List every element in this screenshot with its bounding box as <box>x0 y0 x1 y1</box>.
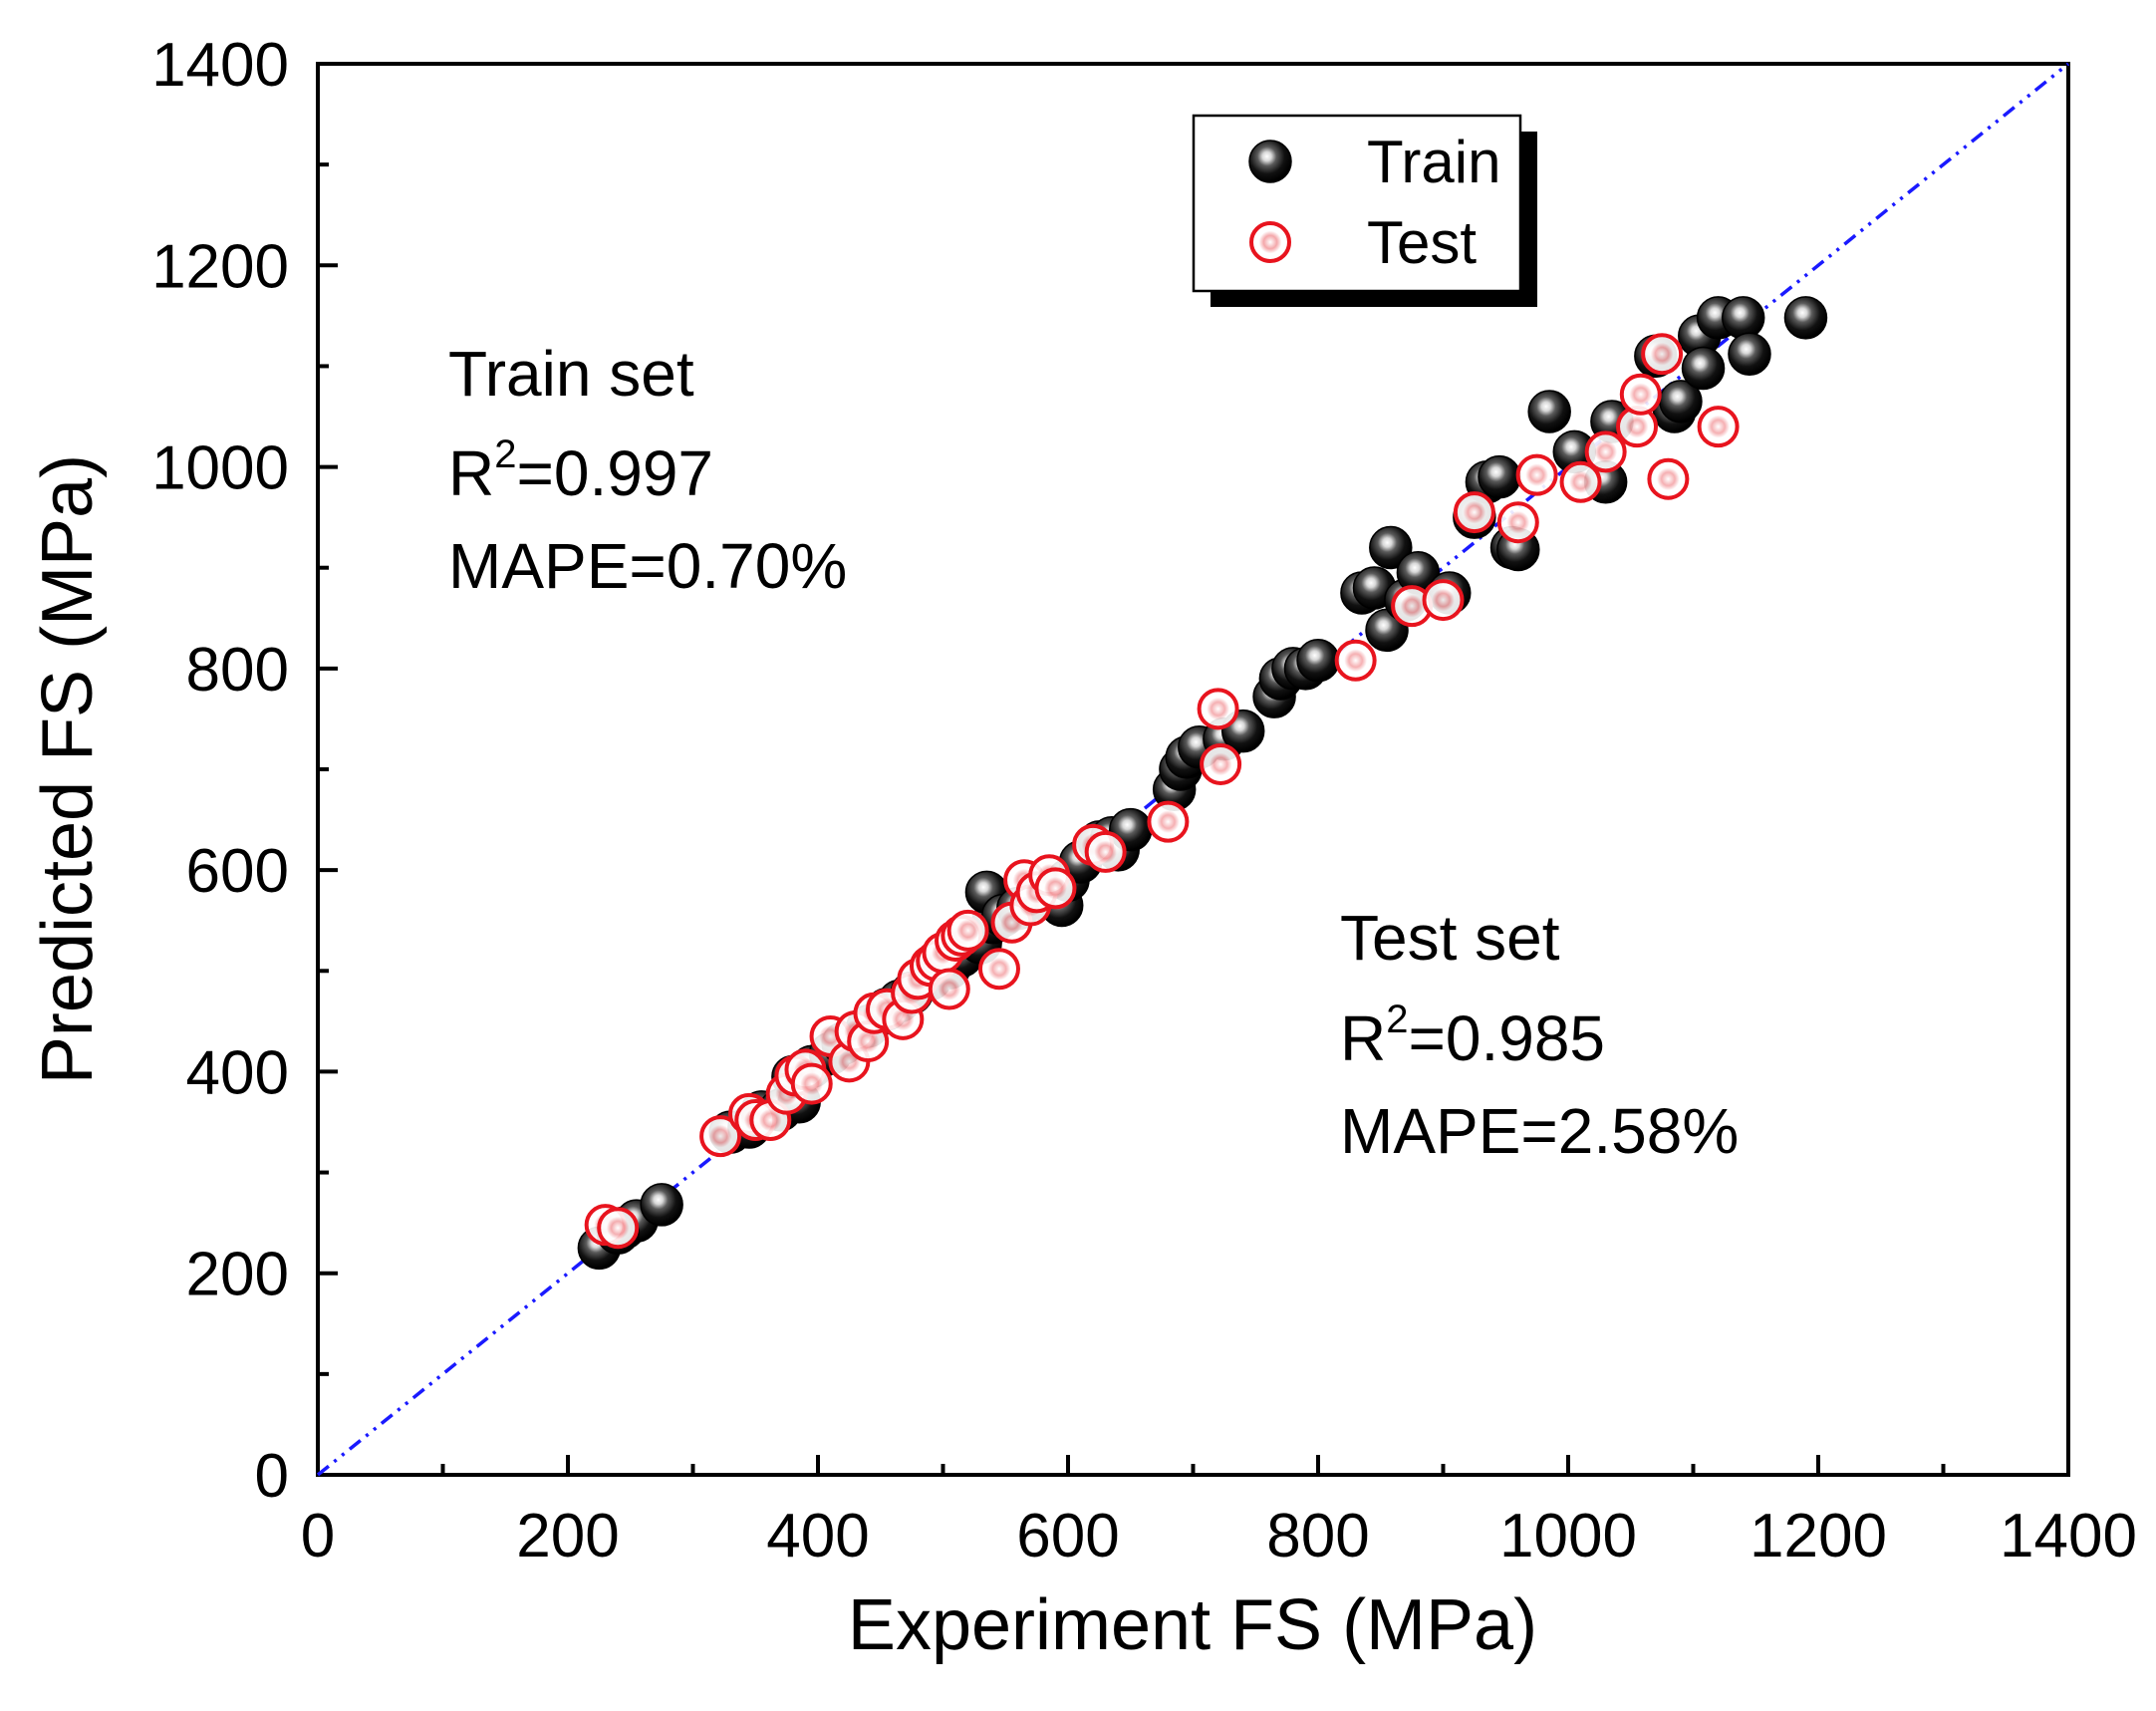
test-point <box>1034 867 1077 910</box>
test-point <box>1515 453 1558 496</box>
train-point <box>1681 346 1726 391</box>
train-point <box>1296 639 1340 683</box>
test-point <box>597 1207 640 1250</box>
train-point <box>1478 454 1521 499</box>
x-tick-label: 200 <box>516 1502 619 1570</box>
axis-tick-labels: 0 200 400 600 800 1000 1200 1400 0 200 400 600 800 10… <box>151 31 2137 1570</box>
train-set-r2: R2=0.997 <box>448 432 713 509</box>
test-set-title: Test set <box>1340 902 1560 974</box>
legend-test-label: Test <box>1367 209 1477 276</box>
x-axis-title: Experiment FS (MPa) <box>848 1585 1537 1665</box>
train-point <box>1728 332 1771 377</box>
legend-train-label: Train <box>1367 129 1500 195</box>
train-set-mape: MAPE=0.70% <box>448 530 847 602</box>
train-point <box>1783 296 1828 340</box>
test-point <box>1584 430 1627 473</box>
y-tick-label: 1200 <box>151 232 289 301</box>
y-tick-label: 0 <box>255 1442 289 1511</box>
test-point <box>1084 830 1127 873</box>
test-point <box>1647 457 1690 500</box>
test-point <box>928 968 970 1010</box>
test-point <box>1422 579 1465 622</box>
legend-box <box>1192 114 1522 293</box>
test-set-annotation: Test set R2=0.985 MAPE=2.58% <box>1340 902 1739 1167</box>
train-set-annotation: Train set R2=0.997 MAPE=0.70% <box>448 338 847 602</box>
legend-test-marker <box>1249 221 1291 263</box>
train-set-title: Train set <box>448 338 694 410</box>
y-tick-label: 1400 <box>151 31 289 100</box>
x-tick-label: 1000 <box>1499 1502 1637 1570</box>
y-tick-label: 200 <box>186 1241 289 1309</box>
x-tick-label: 1200 <box>1750 1502 1887 1570</box>
test-point <box>977 948 1020 991</box>
test-point <box>1496 501 1539 544</box>
test-point <box>1334 639 1377 682</box>
y-axis-title: Predicted FS (MPa) <box>28 454 108 1084</box>
test-set-r2: R2=0.985 <box>1340 998 1605 1074</box>
test-point <box>1559 460 1602 503</box>
train-point <box>1369 525 1413 570</box>
legend: Train Test <box>1192 114 1537 307</box>
test-point <box>1197 688 1239 730</box>
test-point <box>699 1115 742 1158</box>
train-point <box>640 1183 683 1227</box>
test-series <box>584 333 1740 1250</box>
train-point <box>1721 296 1765 340</box>
test-point <box>1200 742 1242 785</box>
train-point <box>1527 390 1571 433</box>
y-tick-label: 400 <box>186 1038 289 1107</box>
test-set-mape: MAPE=2.58% <box>1340 1095 1739 1167</box>
y-tick-label: 600 <box>186 837 289 906</box>
test-point <box>1619 373 1662 416</box>
test-point <box>1147 800 1190 843</box>
y-tick-label: 1000 <box>151 434 289 503</box>
test-point <box>1697 406 1740 448</box>
x-tick-label: 600 <box>1016 1502 1119 1570</box>
test-point <box>1453 491 1495 534</box>
x-tick-label: 800 <box>1266 1502 1369 1570</box>
test-point <box>1641 333 1684 376</box>
legend-train-marker <box>1248 140 1292 183</box>
x-tick-label: 1400 <box>2000 1502 2137 1570</box>
axis-ticks <box>316 62 2070 1477</box>
x-tick-label: 400 <box>766 1502 869 1570</box>
test-point <box>946 909 989 952</box>
x-tick-label: 0 <box>301 1502 335 1570</box>
y-tick-label: 800 <box>186 636 289 705</box>
test-point <box>790 1062 833 1105</box>
